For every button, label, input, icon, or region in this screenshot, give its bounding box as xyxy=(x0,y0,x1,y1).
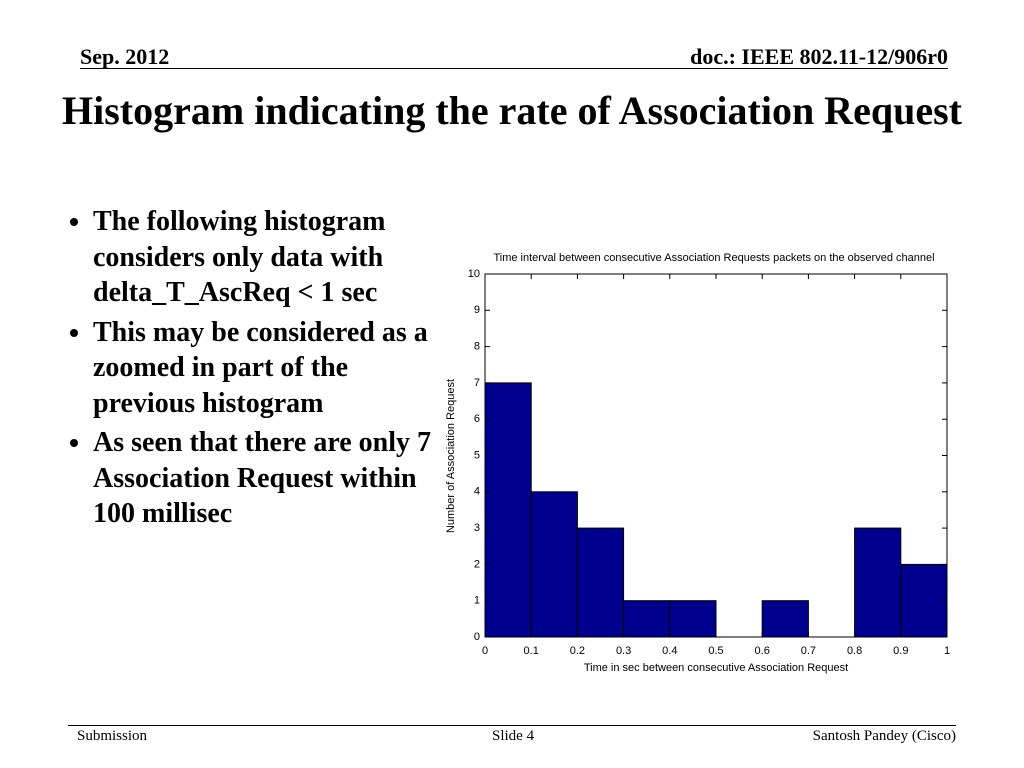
bar xyxy=(576,527,625,638)
x-axis-label: Time in sec between consecutive Associat… xyxy=(584,662,848,674)
y-tick-label: 9 xyxy=(474,304,480,316)
x-tick-label: 0 xyxy=(482,645,488,657)
x-tick-label: 0.7 xyxy=(801,645,816,657)
x-tick-label: 0.2 xyxy=(570,645,585,657)
bar xyxy=(623,600,671,638)
y-tick-label: 6 xyxy=(474,413,480,425)
bar xyxy=(484,382,532,638)
x-tick-label: 0.3 xyxy=(616,645,631,657)
y-tick-label: 3 xyxy=(474,522,480,534)
footer-rule xyxy=(68,725,956,726)
bullet: This may be considered as a zoomed in pa… xyxy=(93,315,453,422)
x-tick-label: 0.1 xyxy=(524,645,539,657)
bar xyxy=(761,600,809,638)
header-date: Sep. 2012 xyxy=(80,44,170,69)
y-tick-label: 8 xyxy=(474,341,480,353)
x-tick-label: 0.9 xyxy=(893,645,908,657)
footer-left: Submission xyxy=(77,728,148,744)
y-tick-label: 4 xyxy=(474,486,480,498)
slide-title: Histogram indicating the rate of Associa… xyxy=(62,88,962,133)
x-tick-label: 0.5 xyxy=(708,645,723,657)
y-axis-label: Number of Association Request xyxy=(445,379,457,533)
bar xyxy=(669,600,717,638)
bullet-list: The following histogram considers only d… xyxy=(55,204,453,536)
x-tick-label: 0.4 xyxy=(662,645,677,657)
y-tick-label: 0 xyxy=(474,631,480,643)
y-tick-label: 1 xyxy=(474,595,480,607)
bullet: As seen that there are only 7 Associatio… xyxy=(93,425,453,532)
y-tick-label: 7 xyxy=(474,377,480,389)
bar xyxy=(900,563,948,638)
x-tick-label: 0.8 xyxy=(847,645,862,657)
bar xyxy=(530,491,578,638)
bar xyxy=(854,527,902,638)
footer-center: Slide 4 xyxy=(492,728,535,744)
footer-right: Santosh Pandey (Cisco) xyxy=(812,728,956,744)
x-tick-label: 0.6 xyxy=(755,645,770,657)
y-tick-label: 2 xyxy=(474,558,480,570)
chart-title: Time interval between consecutive Associ… xyxy=(493,252,934,264)
x-tick-label: 1 xyxy=(944,645,950,657)
header-rule xyxy=(80,68,948,69)
bullet: The following histogram considers only d… xyxy=(93,204,453,311)
header-doc: doc.: IEEE 802.11-12/906r0 xyxy=(690,44,948,69)
y-tick-label: 5 xyxy=(474,449,480,461)
y-tick-label: 10 xyxy=(468,268,480,280)
